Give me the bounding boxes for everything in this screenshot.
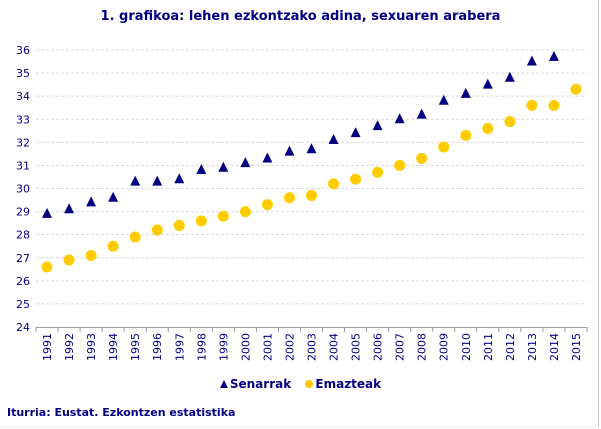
legend-circle-icon <box>305 379 314 388</box>
senarrak-point <box>152 175 163 186</box>
y-tick-label: 28 <box>16 229 30 242</box>
x-tick-label: 2012 <box>504 333 517 361</box>
senarrak-point <box>350 127 361 138</box>
x-tick-label: 1998 <box>195 333 208 361</box>
x-tick-label: 2009 <box>438 333 451 361</box>
x-tick-label: 2003 <box>306 333 319 361</box>
emazteak-point <box>85 249 97 261</box>
x-tick-label: 2005 <box>350 333 363 361</box>
emazteak-point <box>460 129 472 141</box>
x-tick-label: 2004 <box>328 333 341 361</box>
emazteak-point <box>129 231 141 243</box>
y-tick-label: 25 <box>16 298 30 311</box>
x-tick-label: 1995 <box>129 333 142 361</box>
emazteak-point <box>548 99 560 111</box>
emazteak-point <box>350 173 362 185</box>
emazteak-point <box>239 206 251 218</box>
x-tick-label: 2006 <box>372 333 385 361</box>
x-tick-label: 1993 <box>85 333 98 361</box>
x-tick-label: 2001 <box>261 333 274 361</box>
emazteak-point <box>394 159 406 171</box>
y-tick-label: 34 <box>16 90 30 103</box>
y-tick-label: 36 <box>16 44 30 57</box>
x-tick-label: 1996 <box>151 333 164 361</box>
x-tick-label: 2002 <box>283 333 296 361</box>
x-tick-label: 2013 <box>526 333 539 361</box>
emazteak-point <box>151 224 163 236</box>
y-tick-label: 32 <box>16 136 30 149</box>
emazteak-point <box>63 254 75 266</box>
y-tick-label: 27 <box>16 252 30 265</box>
senarrak-point <box>460 87 471 98</box>
emazteak-point <box>482 122 494 134</box>
senarrak-point <box>86 196 97 207</box>
emazteak-point <box>41 261 53 273</box>
legend-label-senarrak: Senarrak <box>229 376 292 391</box>
x-tick-label: 1991 <box>41 333 54 361</box>
senarrak-point <box>240 157 251 168</box>
x-tick-label: 2014 <box>548 333 561 361</box>
emazteak-point <box>217 210 229 222</box>
senarrak-point <box>174 173 185 184</box>
chart-title: 1. grafikoa: lehen ezkontzako adina, sex… <box>100 9 501 24</box>
x-tick-label: 2015 <box>570 333 583 361</box>
y-tick-label: 35 <box>16 67 30 80</box>
senarrak-point <box>64 203 75 214</box>
emazteak-point <box>438 141 450 153</box>
senarrak-point <box>306 143 317 154</box>
senarrak-point <box>482 78 493 89</box>
emazteak-point <box>372 166 384 178</box>
emazteak-point <box>328 178 340 190</box>
senarrak-point <box>394 113 405 124</box>
x-tick-label: 1994 <box>107 333 120 361</box>
senarrak-point <box>526 55 537 66</box>
emazteak-point <box>283 192 295 204</box>
emazteak-point <box>173 219 185 231</box>
senarrak-point <box>284 145 295 156</box>
senarrak-point <box>42 207 53 218</box>
senarrak-point <box>504 71 515 82</box>
senarrak-point <box>438 94 449 105</box>
emazteak-point <box>261 199 273 211</box>
x-tick-label: 2007 <box>394 333 407 361</box>
senarrak-point <box>328 134 339 145</box>
senarrak-point <box>218 161 229 172</box>
legend-triangle-icon <box>219 379 228 388</box>
emazteak-point <box>195 215 207 227</box>
x-tick-label: 1999 <box>217 333 230 361</box>
senarrak-point <box>130 175 141 186</box>
source-note: Iturria: Eustat. Ezkontzen estatistika <box>7 406 236 419</box>
emazteak-point <box>526 99 538 111</box>
senarrak-point <box>262 152 273 163</box>
senarrak-point <box>372 120 383 131</box>
emazteak-point <box>570 83 582 95</box>
x-tick-label: 1992 <box>63 333 76 361</box>
y-tick-label: 24 <box>16 321 30 334</box>
x-tick-label: 2000 <box>239 333 252 361</box>
y-tick-label: 30 <box>16 183 30 196</box>
x-tick-label: 2011 <box>482 333 495 361</box>
senarrak-point <box>416 108 427 119</box>
legend-label-emazteak: Emazteak <box>315 376 382 391</box>
plot-area: 24 25 26 27 28 29 30 31 32 33 34 35 36 1991 1992 1993 19… <box>16 44 588 361</box>
y-tick-label: 29 <box>16 206 30 219</box>
x-tick-label: 1997 <box>173 333 186 361</box>
y-tick-label: 33 <box>16 113 30 126</box>
y-tick-label: 26 <box>16 275 30 288</box>
senarrak-point <box>196 164 207 175</box>
senarrak-point <box>548 50 559 61</box>
emazteak-point <box>416 152 428 164</box>
legend: Senarrak Emazteak <box>0 376 601 391</box>
x-tick-label: 2008 <box>416 333 429 361</box>
y-tick-label: 31 <box>16 159 30 172</box>
x-tick-label: 2010 <box>460 333 473 361</box>
emazteak-point <box>306 189 317 201</box>
senarrak-point <box>108 191 119 202</box>
emazteak-point <box>504 116 516 128</box>
emazteak-point <box>107 240 119 252</box>
